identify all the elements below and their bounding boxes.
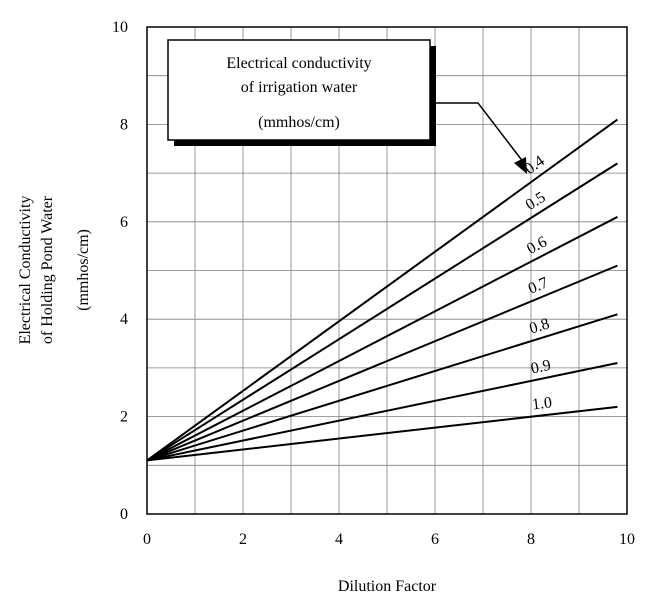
series-line-0.9 — [146, 362, 618, 462]
x-tick-label: 4 — [335, 531, 343, 548]
y-tick-label: 8 — [120, 116, 128, 133]
legend-title-line-3: (mmhos/cm) — [258, 114, 340, 131]
x-axis-ticks: 0 2 4 6 8 10 — [143, 531, 635, 548]
x-tick-label: 10 — [619, 531, 635, 548]
y-tick-label: 0 — [120, 506, 128, 523]
y-tick-label: 6 — [120, 214, 128, 231]
series-label-0.7: 0.7 — [526, 274, 551, 297]
series-label-0.9: 0.9 — [529, 357, 552, 378]
x-axis-label: Dilution Factor — [338, 578, 437, 595]
y-axis-label-line-1: Electrical Conductivity — [17, 196, 34, 345]
series-line-0.4 — [146, 118, 618, 462]
series-label-0.8: 0.8 — [527, 315, 551, 337]
series-line-0.7 — [146, 264, 618, 462]
y-axis-label: Electrical Conductivity of Holding Pond … — [17, 195, 92, 344]
x-tick-label: 8 — [527, 531, 535, 548]
y-tick-label: 4 — [120, 311, 128, 328]
x-tick-label: 6 — [431, 531, 439, 548]
series-line-0.8 — [146, 313, 618, 462]
y-axis-ticks: 0 2 4 6 8 10 — [112, 19, 128, 523]
legend-box — [167, 39, 431, 141]
legend-pointer — [430, 102, 525, 164]
series-line-0.5 — [146, 162, 618, 462]
series-lines — [146, 118, 618, 462]
legend-title-line-2: of irrigation water — [241, 79, 358, 96]
x-tick-label: 0 — [143, 531, 151, 548]
y-tick-label: 2 — [120, 409, 128, 426]
series-label-1.0: 1.0 — [531, 394, 553, 413]
y-axis-label-line-2: of Holding Pond Water — [39, 195, 56, 344]
plot-frame — [146, 26, 628, 515]
series-line-0.6 — [146, 216, 618, 462]
x-tick-label: 2 — [239, 531, 247, 548]
legend-pointer-arrowhead — [514, 157, 527, 174]
legend-title-line-1: Electrical conductivity — [226, 55, 371, 72]
series-line-1.0 — [146, 405, 618, 462]
y-axis-label-line-3: (mmhos/cm) — [75, 229, 92, 311]
y-tick-label: 10 — [112, 19, 128, 36]
legend: Electrical conductivity of irrigation wa… — [167, 39, 527, 174]
